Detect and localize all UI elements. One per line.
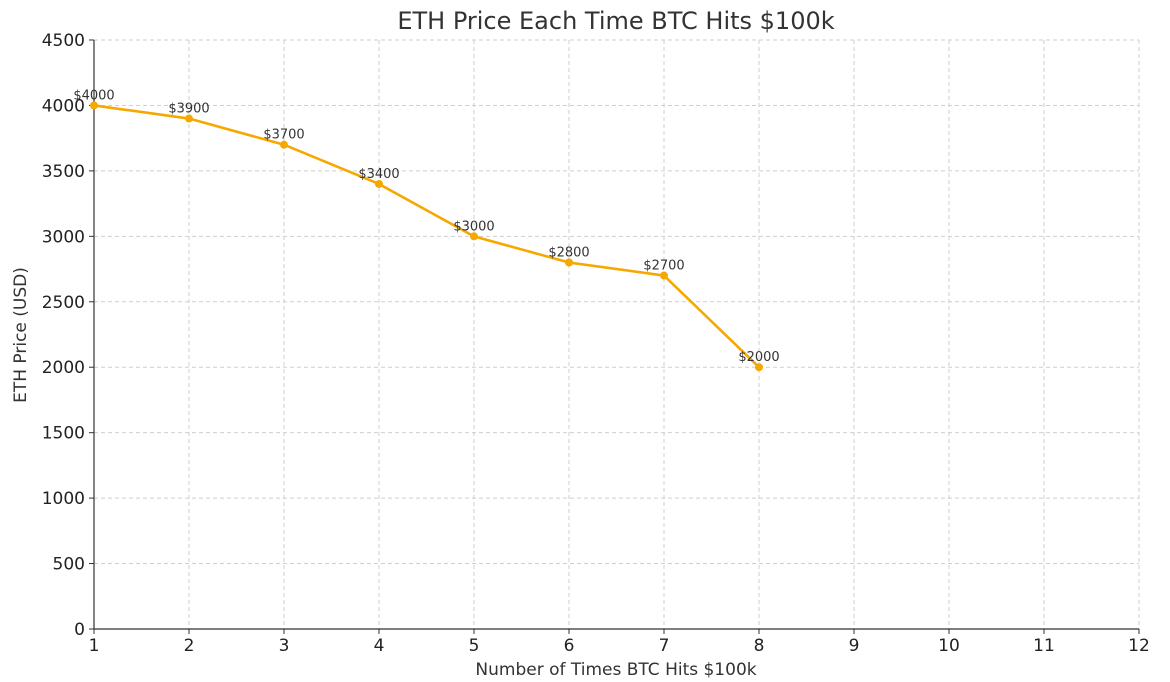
- grid-lines: [93, 39, 1140, 630]
- data-label: $3400: [358, 167, 399, 182]
- data-label: $2700: [643, 259, 684, 274]
- data-point: [90, 101, 98, 110]
- axes: [89, 39, 1140, 634]
- y-tick-label: 3000: [42, 227, 85, 247]
- x-tick-label: 4: [374, 636, 385, 656]
- x-tick-label: 9: [849, 636, 860, 656]
- data-point: [660, 271, 668, 280]
- x-tick-label: 8: [754, 636, 765, 656]
- data-point: [185, 114, 193, 123]
- tick-labels: 1 2 3 4 5 6 7 8 9 10 11 120500100015002000250030003…: [42, 31, 1150, 656]
- y-tick-label: 1500: [42, 424, 85, 444]
- y-axis-label: ETH Price (USD): [11, 267, 31, 403]
- data-label: $3900: [168, 102, 209, 117]
- data-label: $2800: [548, 246, 589, 261]
- series-line: [93, 104, 760, 369]
- y-tick-label: 500: [53, 555, 85, 575]
- y-tick-label: 3500: [42, 162, 85, 182]
- y-tick-label: 4000: [42, 96, 85, 116]
- x-tick-label: 2: [184, 636, 195, 656]
- x-tick-label: 3: [279, 636, 290, 656]
- x-tick-label: 6: [564, 636, 575, 656]
- data-point: [280, 140, 288, 149]
- data-label: $3000: [453, 219, 494, 234]
- y-tick-label: 2000: [42, 358, 85, 378]
- x-tick-label: 1: [89, 636, 100, 656]
- data-point: [565, 258, 573, 267]
- data-point: [755, 363, 763, 372]
- x-tick-label: 10: [938, 636, 960, 656]
- x-tick-label: 12: [1128, 636, 1150, 656]
- data-point: [375, 179, 383, 188]
- x-tick-label: 11: [1033, 636, 1055, 656]
- y-tick-label: 4500: [42, 31, 85, 51]
- x-axis-label: Number of Times BTC Hits $100k: [475, 660, 756, 680]
- y-tick-label: 0: [74, 620, 85, 640]
- x-tick-label: 7: [659, 636, 670, 656]
- data-label: $4000: [73, 88, 114, 103]
- y-tick-label: 2500: [42, 293, 85, 313]
- data-series: [90, 101, 763, 372]
- data-label: $3700: [263, 128, 304, 143]
- y-tick-label: 1000: [42, 489, 85, 509]
- data-point: [470, 232, 478, 241]
- x-tick-label: 5: [469, 636, 480, 656]
- chart-title: ETH Price Each Time BTC Hits $100k: [397, 7, 834, 35]
- data-labels: $4000 $3900 $3700 $3400 $3000 $2800 $2700 $2000: [73, 88, 779, 365]
- data-label: $2000: [738, 350, 779, 365]
